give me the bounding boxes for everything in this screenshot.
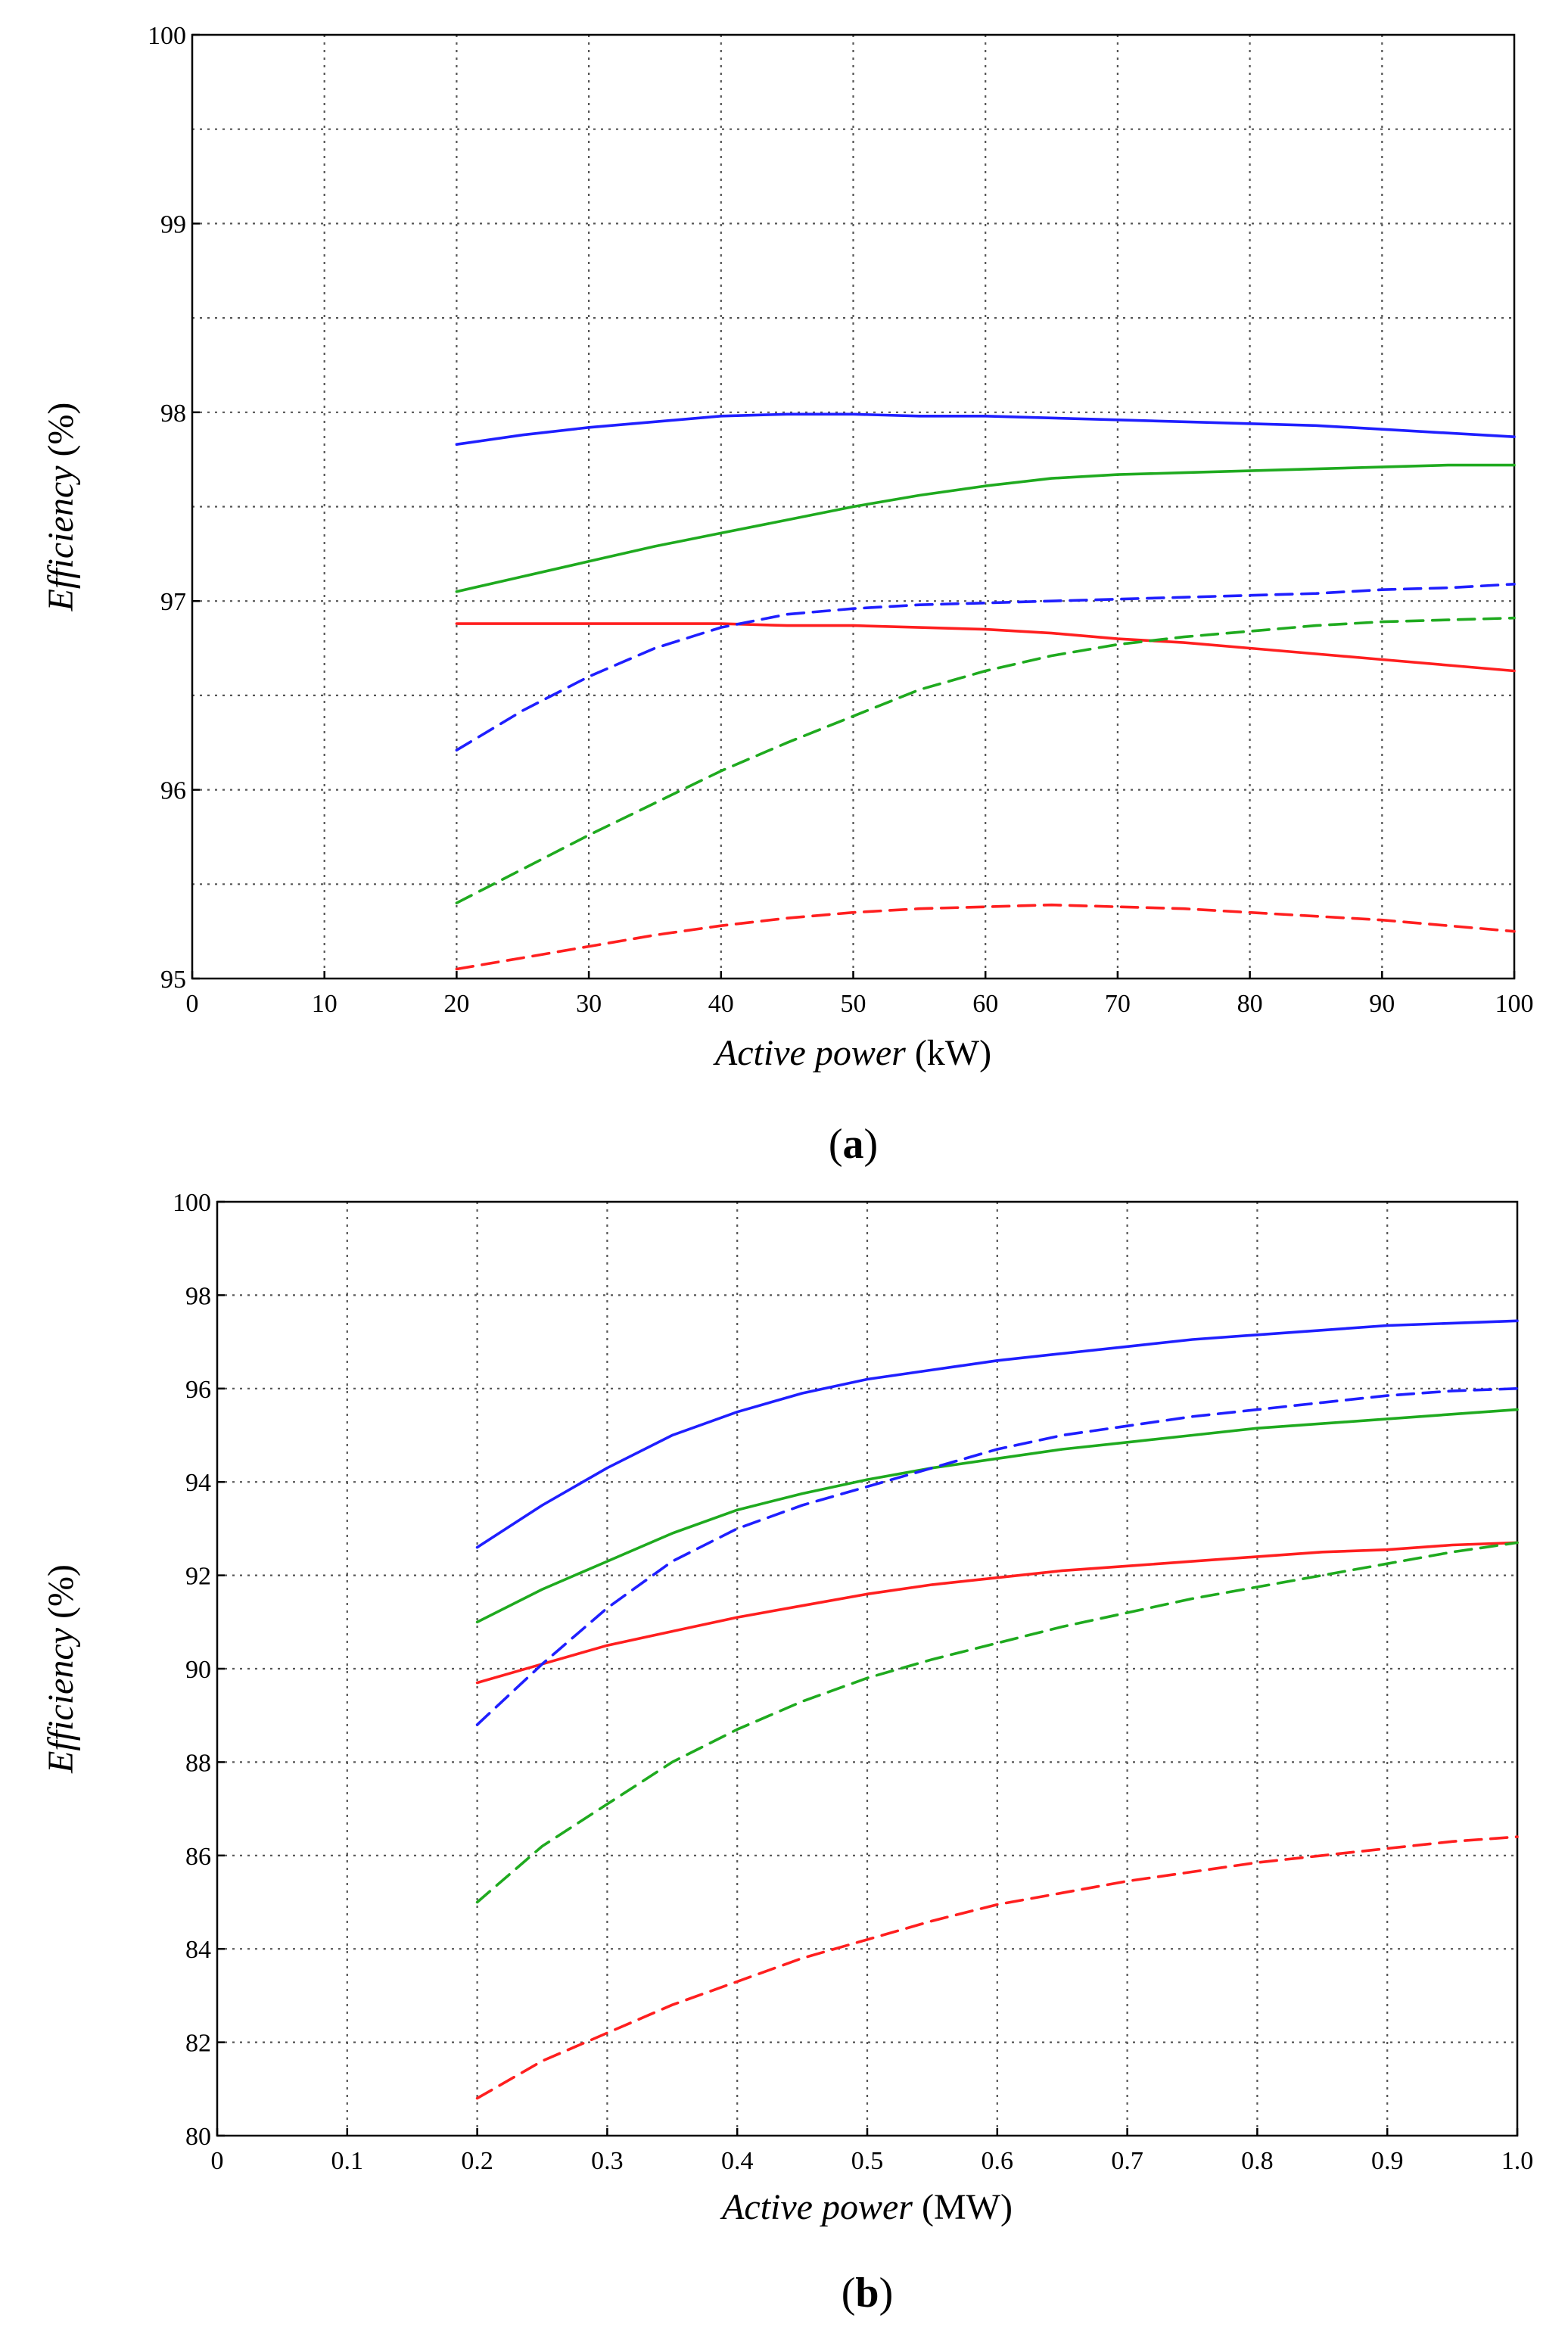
x-tick-label: 100 <box>1495 990 1534 1018</box>
x-tick-label: 20 <box>443 990 469 1018</box>
x-tick-label: 40 <box>708 990 734 1018</box>
x-tick-label: 0.7 <box>1111 2147 1143 2175</box>
x-tick-label: 80 <box>1237 990 1263 1018</box>
series-line-solid-2 <box>475 1408 1519 1624</box>
y-axis-label: Efficiency (%) <box>41 403 81 612</box>
x-axis-label: Active power (MW) <box>720 2187 1013 2227</box>
series-line-solid-3 <box>455 622 1516 673</box>
y-tick-label: 88 <box>185 1749 211 1777</box>
x-tick-label: 30 <box>576 990 602 1018</box>
x-tick-label: 0.6 <box>982 2147 1014 2175</box>
series-line-dashed-5 <box>455 616 1516 904</box>
y-tick-label: 80 <box>185 2123 211 2151</box>
x-tick-label: 10 <box>312 990 338 1018</box>
series-line-dashed-4 <box>475 1387 1519 1726</box>
series-line-dashed-5 <box>475 1541 1519 1904</box>
series-line-dashed-6 <box>455 903 1516 971</box>
y-tick-label: 86 <box>185 1843 211 1871</box>
x-axis-label: Active power (kW) <box>713 1033 991 1073</box>
y-tick-label: 92 <box>185 1563 211 1591</box>
x-tick-label: 50 <box>841 990 866 1018</box>
x-tick-label: 1.0 <box>1501 2147 1534 2175</box>
series-line-solid-1 <box>475 1319 1519 1549</box>
x-tick-label: 0.4 <box>721 2147 754 2175</box>
y-tick-label: 96 <box>185 1376 211 1404</box>
x-tick-label: 0.3 <box>591 2147 624 2175</box>
grid <box>192 35 1514 979</box>
y-tick-label: 95 <box>160 966 186 994</box>
x-tick-label: 0.9 <box>1371 2147 1404 2175</box>
x-tick-label: 0 <box>186 990 199 1018</box>
y-tick-label: 98 <box>185 1282 211 1310</box>
y-tick-label: 94 <box>185 1469 211 1497</box>
y-tick-label: 97 <box>160 588 186 616</box>
y-tick-label: 98 <box>160 400 186 428</box>
x-tick-label: 60 <box>972 990 998 1018</box>
x-tick-label: 0 <box>211 2147 224 2175</box>
series-line-dashed-4 <box>455 582 1516 752</box>
series-line-solid-3 <box>475 1541 1519 1685</box>
y-tick-label: 96 <box>160 777 186 805</box>
series-line-dashed-6 <box>475 1835 1519 2100</box>
series-group <box>475 1319 1519 2100</box>
x-tick-label: 70 <box>1105 990 1131 1018</box>
x-tick-label: 0.2 <box>461 2147 493 2175</box>
y-tick-label: 82 <box>185 2030 211 2058</box>
y-tick-label: 84 <box>185 1936 211 1964</box>
x-tick-label: 90 <box>1369 990 1395 1018</box>
chart-panel-a: 0 10 20 30 40 50 60 70 80 90 100 95 96 97 98 99 100 Activ… <box>41 22 1534 1168</box>
y-tick-label: 100 <box>173 1189 211 1217</box>
panel-label: (b) <box>842 2270 893 2317</box>
y-axis-label: Efficiency (%) <box>41 1564 81 1774</box>
grid <box>217 1202 1517 2136</box>
x-tick-label: 0.1 <box>331 2147 364 2175</box>
chart-panel-b: 0 0.1 0.2 0.3 0.4 0.5 0.6 0.7 0.8 0.9 1.0 80 82 84 86 8… <box>41 1189 1533 2317</box>
series-group <box>455 412 1516 971</box>
x-tick-label: 0.8 <box>1241 2147 1274 2175</box>
y-tick-label: 99 <box>160 210 186 238</box>
x-tick-label: 0.5 <box>851 2147 884 2175</box>
panel-label: (a) <box>829 1121 878 1168</box>
series-line-solid-1 <box>455 412 1516 447</box>
series-line-solid-2 <box>455 463 1516 593</box>
y-tick-label: 100 <box>148 22 186 50</box>
y-tick-label: 90 <box>185 1656 211 1684</box>
